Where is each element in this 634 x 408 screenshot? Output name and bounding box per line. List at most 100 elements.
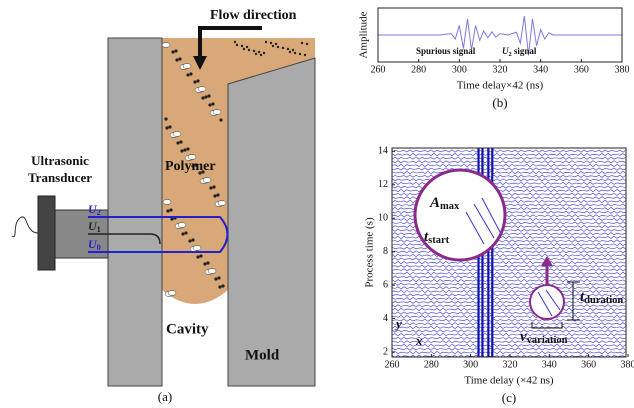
annotation: U2 signal: [502, 46, 537, 58]
x-tick-label: 260: [371, 64, 386, 75]
particle: [182, 63, 192, 69]
particle: [259, 53, 263, 57]
y-tick-label: 6: [383, 279, 388, 290]
flow-arrowhead: [193, 56, 207, 70]
particle: [201, 170, 205, 174]
trace: [392, 307, 626, 311]
particle: [298, 52, 302, 56]
text: Spurious signal: [416, 46, 476, 56]
particle: [209, 186, 213, 190]
particle: [196, 255, 200, 259]
particle: [271, 44, 275, 48]
diagram-a: Flow direction Polymer Ultrasonic Transd…: [11, 8, 316, 404]
panel-label: (c): [502, 390, 516, 405]
symbol: v: [520, 329, 527, 345]
annotation: vvariation: [520, 329, 568, 346]
particle: [208, 103, 212, 107]
particle: [211, 102, 215, 106]
particle: [240, 44, 244, 48]
particle: [186, 147, 190, 151]
annotation: y: [394, 316, 402, 331]
particle: [214, 277, 218, 281]
annotation: Spurious signal: [416, 46, 476, 56]
particle: [181, 232, 185, 236]
trace: [392, 171, 626, 175]
x-tick-label: 340: [533, 64, 548, 75]
signal-line: [378, 16, 622, 56]
trace: [392, 304, 626, 308]
trace: [392, 300, 626, 304]
particle: [218, 285, 222, 289]
transducer-label: Transducer: [28, 170, 92, 185]
annotation: tstart: [424, 229, 450, 246]
particle: [179, 140, 183, 144]
trace: [392, 289, 626, 293]
particle: [196, 79, 200, 83]
trace: [392, 261, 626, 265]
particle: [254, 52, 258, 56]
particle: [286, 47, 290, 51]
symbol: A: [429, 195, 440, 211]
y-tick-label: 2: [383, 346, 388, 357]
particle: [177, 222, 187, 228]
trace: [392, 315, 626, 319]
inset-circle: [413, 168, 507, 262]
flow-label: Flow direction: [210, 8, 297, 23]
polymer: [162, 38, 315, 304]
mold-label: Mold: [245, 347, 280, 363]
symbol: x: [415, 333, 423, 348]
particle: [235, 43, 239, 47]
particle: [174, 49, 178, 53]
particle: [164, 117, 168, 121]
particle: [245, 45, 249, 49]
trace: [392, 268, 626, 272]
y-axis-label: Amplitude: [358, 11, 370, 58]
subscript: 1: [97, 225, 101, 234]
mold-left: [107, 37, 163, 387]
particle: [247, 48, 251, 52]
trace: [392, 149, 626, 153]
particle: [186, 73, 190, 77]
trace: [392, 343, 626, 347]
particle: [219, 118, 223, 122]
subscript: 0: [97, 243, 101, 252]
trace: [392, 257, 626, 261]
mold-right: [227, 57, 316, 387]
trace: [392, 325, 626, 329]
particle: [184, 231, 188, 235]
particle: [197, 86, 207, 92]
x-tick-label: 300: [452, 64, 467, 75]
particle: [257, 50, 261, 54]
trace: [392, 253, 626, 257]
y-tick-label: 12: [378, 179, 388, 190]
particle: [202, 177, 212, 183]
trace: [392, 340, 626, 344]
trace: [392, 279, 626, 283]
inset-arrowhead: [541, 256, 553, 266]
inset-circle-small: [529, 284, 565, 320]
particle: [169, 208, 173, 212]
y-tick-label: 8: [383, 246, 388, 257]
subscript: duration: [584, 295, 623, 306]
y-tick-label: 14: [378, 146, 388, 157]
particle: [217, 200, 227, 206]
particle: [204, 95, 208, 99]
trace: [392, 271, 626, 275]
trace: [392, 286, 626, 290]
annotation: x: [415, 333, 423, 348]
signal-label: U1: [88, 219, 101, 234]
signal-path-1: [88, 233, 161, 245]
axes-frame: [391, 147, 627, 358]
trace: [392, 275, 626, 279]
particle: [262, 51, 266, 55]
x-tick-label: 280: [411, 64, 426, 75]
chart-0: 260 280 300 320 340 360 380 Time delay×42 (ns) A…: [358, 7, 630, 110]
trace: [392, 293, 626, 297]
x-tick-label: 320: [502, 359, 517, 370]
subscript: 2: [509, 51, 512, 58]
symbol: t: [580, 289, 585, 305]
transducer-label: Ultrasonic: [31, 153, 89, 168]
particle: [242, 47, 246, 51]
y-axis-label: Process time (s): [364, 217, 376, 288]
